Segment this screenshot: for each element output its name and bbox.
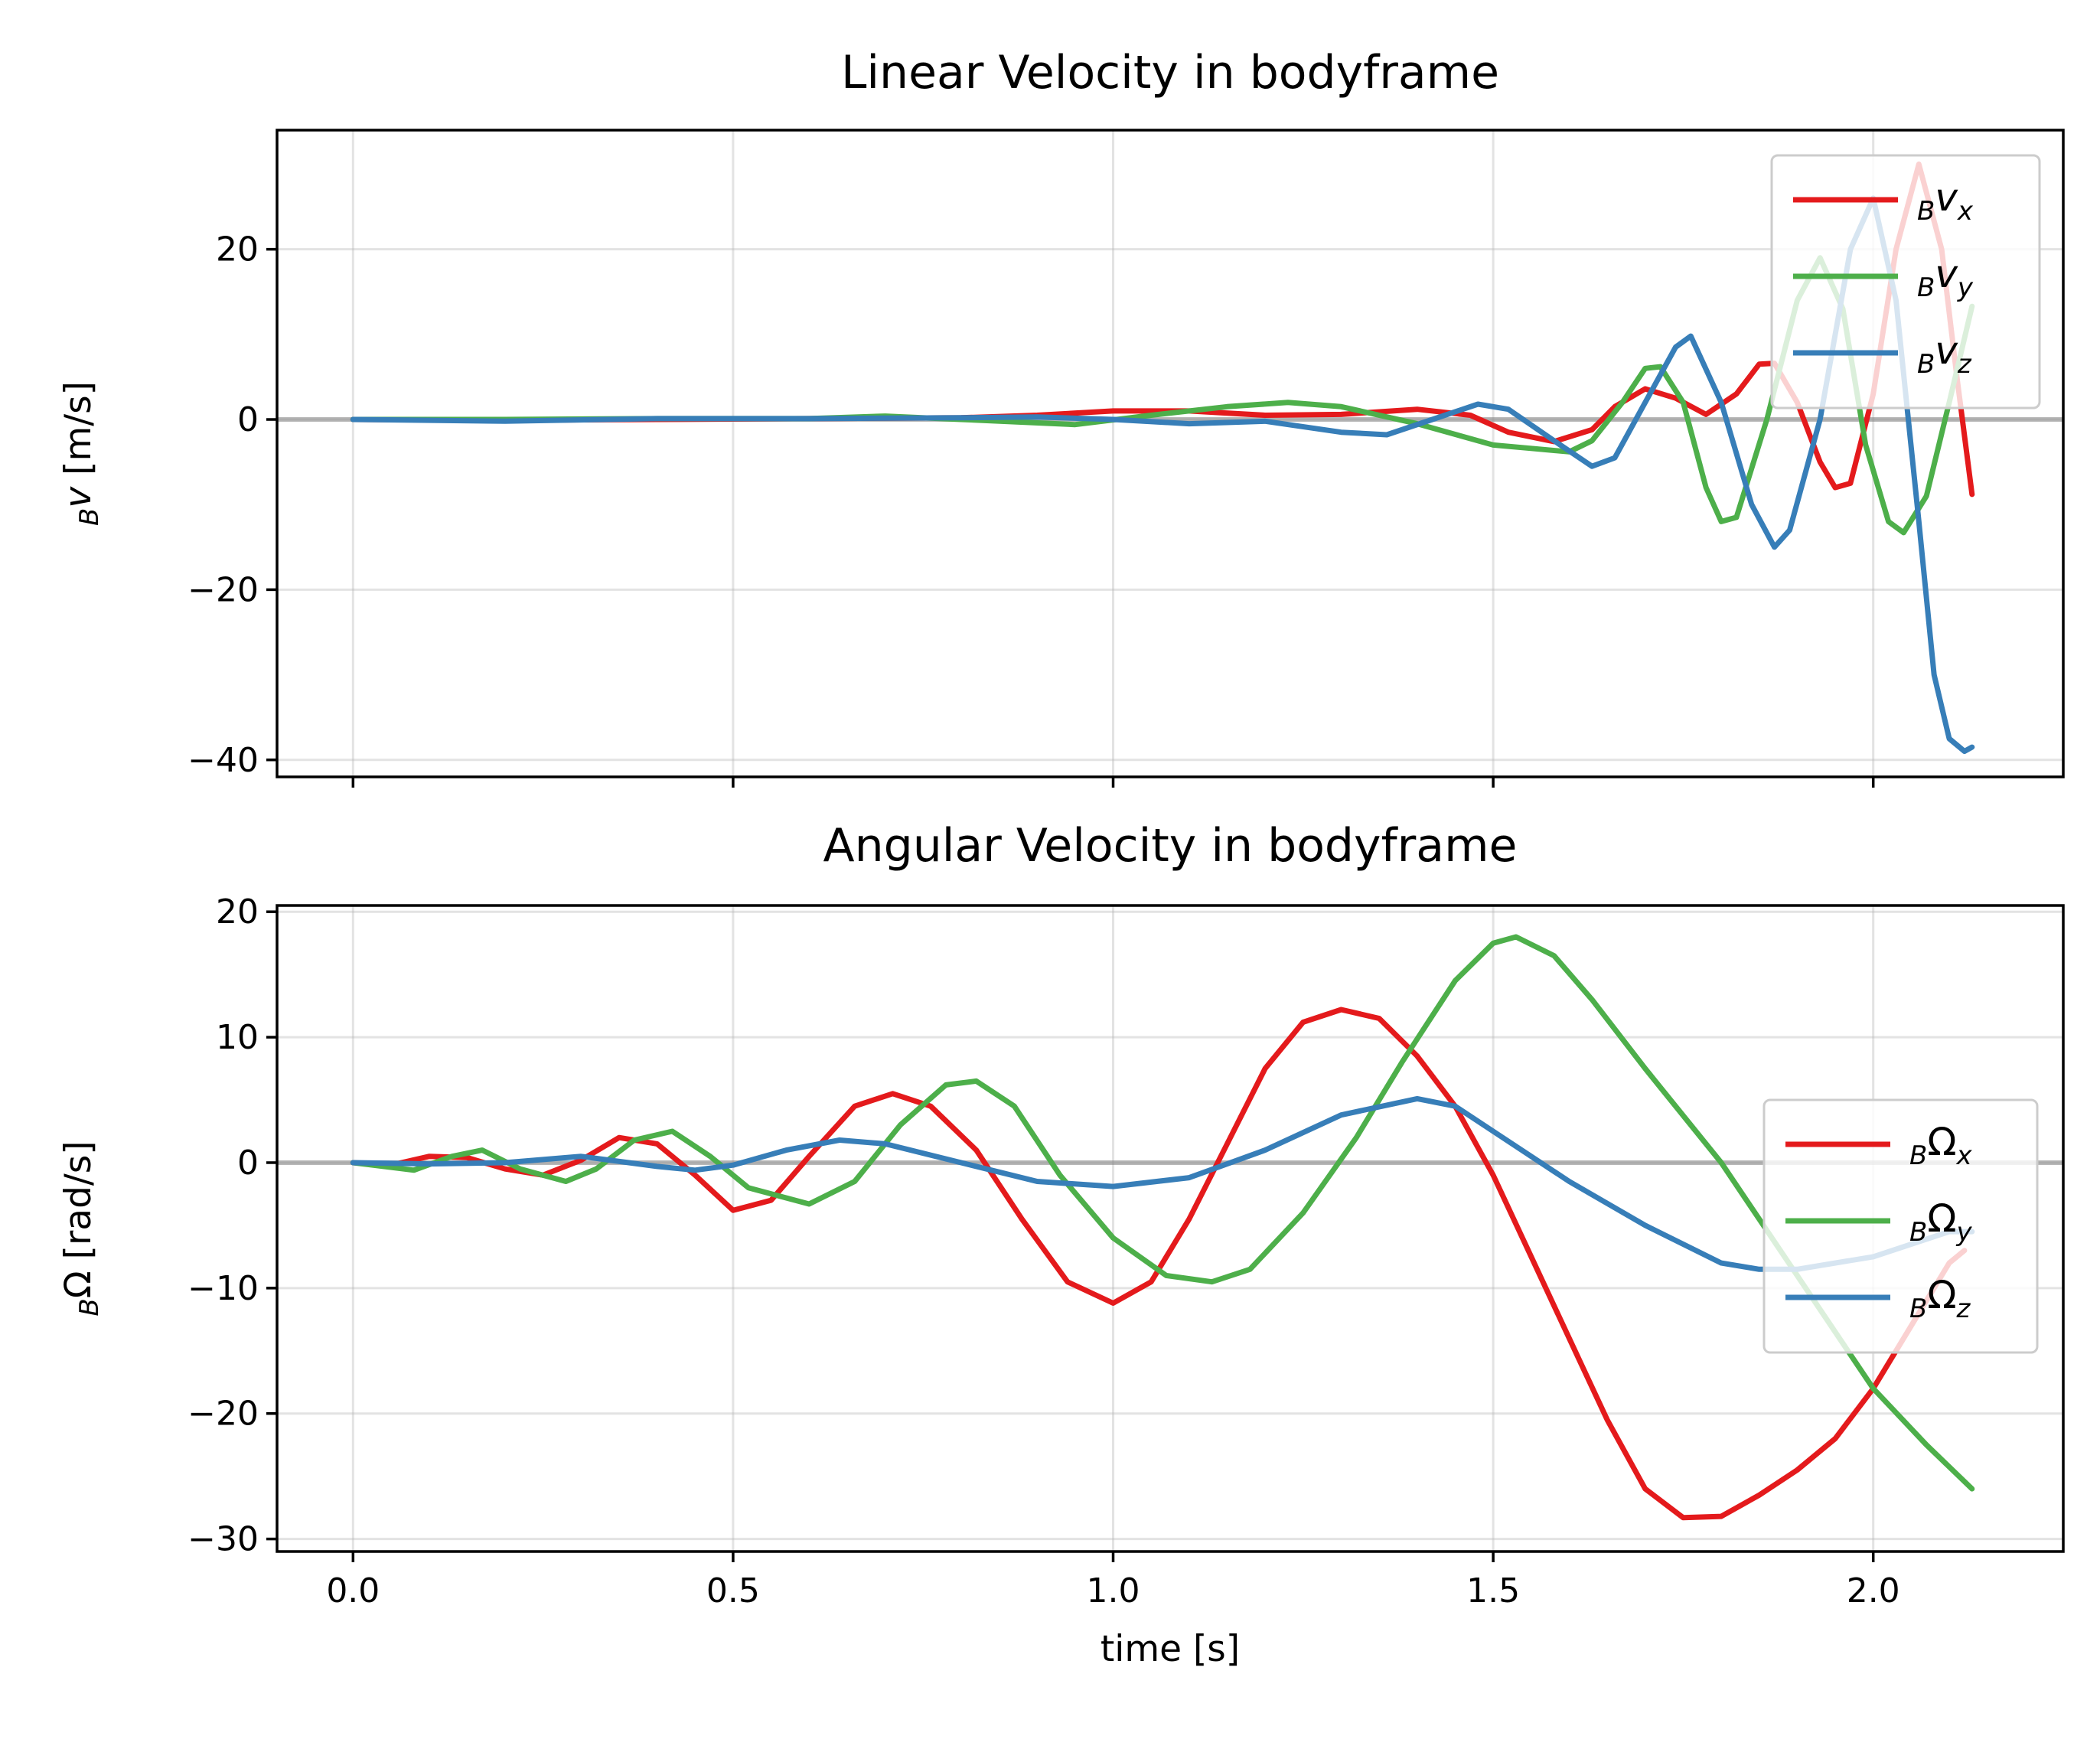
legend-entry-y: BΩy <box>1909 1196 1973 1248</box>
y-tick-label: 0 <box>237 400 259 439</box>
y-tick-label: 20 <box>216 230 259 269</box>
legend-entry-z: BΩz <box>1909 1273 1971 1324</box>
x-tick-label: 1.0 <box>1087 1571 1140 1610</box>
axes-frame <box>276 129 2065 778</box>
series-line-y <box>350 934 1975 1492</box>
series-group <box>350 934 1975 1521</box>
y-tick-label: 10 <box>216 1018 259 1057</box>
axes-frame <box>276 904 2065 1553</box>
y-tick-label: −40 <box>188 741 259 780</box>
legend-box <box>1762 1098 2039 1354</box>
y-tick-label: 20 <box>216 892 259 932</box>
chart-panel-2: 0.0 0.5 1.0 1.5 2.0 −30 −20 −10 0 10 20 Angular Vel… <box>57 819 2065 1670</box>
chart-panel-1: −40 −20 0 20 Linear Velocity in bodyframe Bv … <box>57 46 2065 788</box>
x-tick-label: 0.0 <box>326 1571 380 1610</box>
legend-box <box>1770 154 2041 410</box>
legend: BΩx BΩy BΩz <box>1762 1098 2039 1354</box>
y-tick-label: −20 <box>188 570 259 609</box>
y-tick-label: −30 <box>188 1520 259 1559</box>
x-tick-label: 0.5 <box>706 1571 760 1610</box>
legend: Bvx Bvy Bvz <box>1770 154 2041 410</box>
y-tick-label: −10 <box>188 1269 259 1308</box>
chart-title: Linear Velocity in bodyframe <box>841 46 1499 100</box>
legend-entry-z: Bvz <box>1917 328 1972 380</box>
chart-title: Angular Velocity in bodyframe <box>823 819 1518 873</box>
y-tick-label: −20 <box>188 1395 259 1434</box>
y-tick-label: 0 <box>237 1144 259 1183</box>
legend-entry-x: Bvx <box>1917 175 1974 227</box>
x-tick-label: 1.5 <box>1466 1571 1520 1610</box>
x-axis-label: time [s] <box>1101 1628 1240 1670</box>
legend-entry-y: Bvy <box>1917 252 1974 303</box>
legend-entry-x: BΩx <box>1909 1120 1973 1171</box>
x-tick-label: 2.0 <box>1847 1571 1900 1610</box>
y-axis-label: BΩ [rad/s] <box>57 1140 105 1316</box>
y-axis-label: Bv [m/s] <box>57 381 105 526</box>
